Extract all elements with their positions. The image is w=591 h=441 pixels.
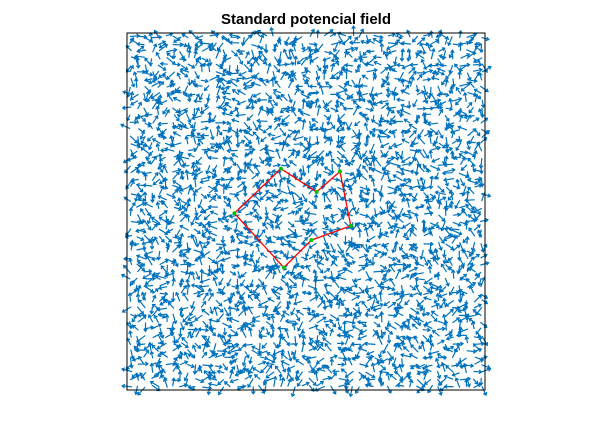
chart-title: Standard potencial field: [221, 11, 391, 28]
polygon-vertex-6: [282, 266, 286, 270]
polygon-vertex-4: [349, 224, 353, 228]
polygon-vertex-1: [279, 167, 283, 171]
polygon-vertex-5: [309, 238, 313, 242]
polygon-vertex-7: [232, 211, 236, 215]
polygon-vertex-2: [315, 190, 319, 194]
polygon-vertex-3: [338, 170, 342, 174]
